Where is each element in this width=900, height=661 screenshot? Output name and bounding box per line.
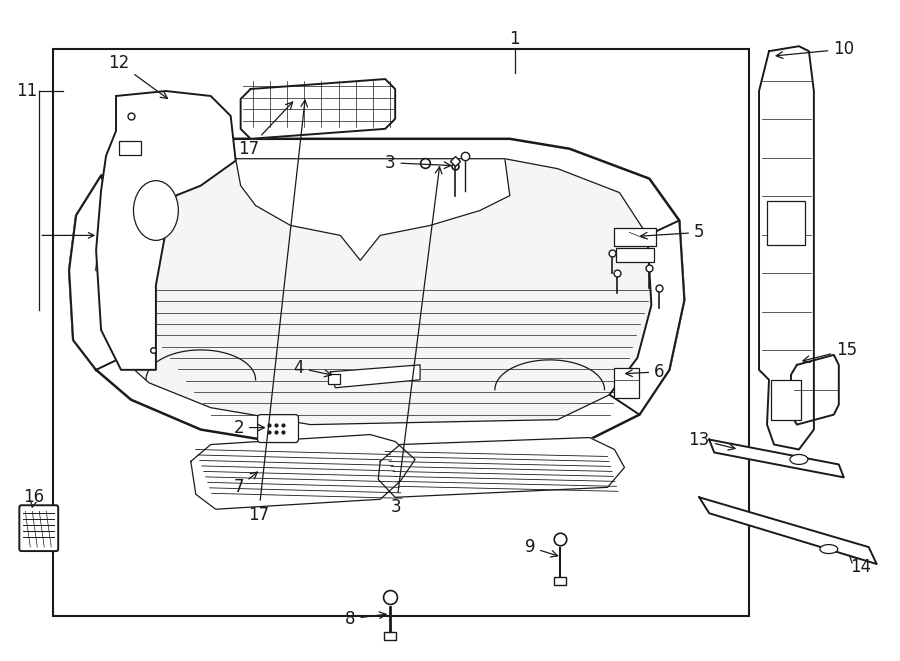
Text: 3: 3 <box>391 167 442 516</box>
Text: 10: 10 <box>776 40 854 58</box>
Polygon shape <box>69 139 684 447</box>
Text: 9: 9 <box>525 538 558 557</box>
Text: 8: 8 <box>345 610 386 628</box>
Bar <box>615 368 639 398</box>
Text: 15: 15 <box>803 341 858 362</box>
Polygon shape <box>709 440 844 477</box>
Polygon shape <box>699 497 877 564</box>
Text: 17: 17 <box>238 102 292 158</box>
Bar <box>53 49 749 616</box>
Bar <box>119 141 141 155</box>
Ellipse shape <box>133 180 178 241</box>
FancyBboxPatch shape <box>257 414 299 442</box>
Polygon shape <box>98 159 652 424</box>
Text: 1: 1 <box>509 30 520 48</box>
Text: 11: 11 <box>15 82 37 100</box>
Text: 14: 14 <box>849 555 871 576</box>
Text: 2: 2 <box>233 418 265 436</box>
FancyBboxPatch shape <box>19 505 58 551</box>
Polygon shape <box>236 159 509 260</box>
Text: 17: 17 <box>248 100 308 524</box>
Text: 7: 7 <box>233 472 257 496</box>
Polygon shape <box>378 438 625 497</box>
Polygon shape <box>791 355 839 424</box>
Text: 13: 13 <box>688 430 735 450</box>
Bar <box>615 229 656 247</box>
Polygon shape <box>191 434 415 509</box>
Bar <box>384 632 396 640</box>
Bar <box>554 577 565 585</box>
Text: 16: 16 <box>22 488 44 506</box>
Bar <box>616 249 654 262</box>
Polygon shape <box>240 79 395 139</box>
Text: 6: 6 <box>626 363 664 381</box>
Text: 5: 5 <box>641 223 705 241</box>
Text: 4: 4 <box>293 359 331 377</box>
Ellipse shape <box>790 455 808 465</box>
Polygon shape <box>759 46 814 449</box>
Polygon shape <box>609 221 684 414</box>
Text: 12: 12 <box>108 54 167 98</box>
Text: 3: 3 <box>385 154 451 172</box>
Polygon shape <box>96 91 236 370</box>
Polygon shape <box>330 365 420 388</box>
Bar <box>767 200 805 245</box>
Bar <box>328 374 340 384</box>
Polygon shape <box>69 176 121 370</box>
Ellipse shape <box>820 545 838 553</box>
Bar <box>771 380 801 420</box>
